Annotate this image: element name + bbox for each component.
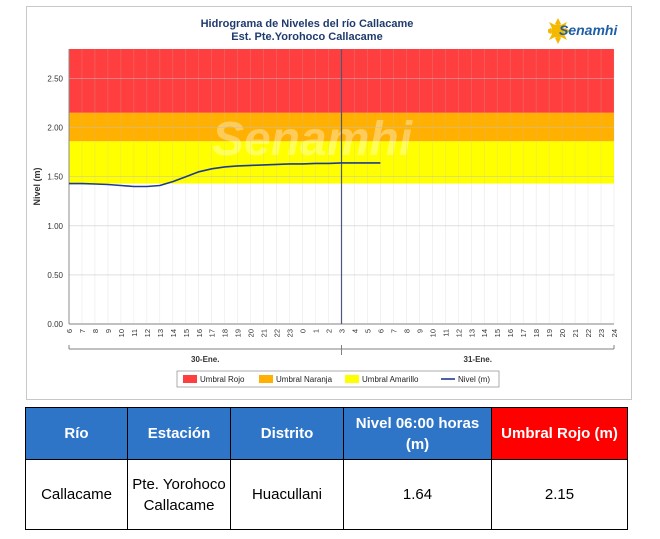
header-estacion: Estación	[127, 407, 231, 460]
x-tick-label: 12	[454, 329, 463, 337]
x-tick-label: 8	[91, 329, 100, 333]
x-tick-label: 17	[208, 329, 217, 337]
x-tick-label: 22	[584, 329, 593, 337]
chart-subtitle: Est. Pte.Yorohoco Callacame	[231, 31, 382, 43]
legend-swatch	[345, 375, 359, 383]
x-tick-label: 6	[376, 329, 385, 333]
x-tick-label: 5	[363, 329, 372, 333]
senamhi-logo	[545, 14, 618, 48]
x-tick-label: 2	[325, 329, 334, 333]
x-tick-label: 8	[402, 329, 411, 333]
x-tick-label: 7	[389, 329, 398, 333]
x-tick-label: 14	[169, 329, 178, 337]
x-tick-label: 24	[610, 329, 619, 337]
nivel-series-line	[69, 162, 381, 188]
cell-estacion: Pte. Yorohoco Callacame	[127, 459, 231, 530]
x-tick-label: 13	[467, 329, 476, 337]
x-tick-label: 15	[493, 329, 502, 337]
header-distrito: Distrito	[230, 407, 344, 460]
cell-umbral-rojo: 2.15	[491, 459, 628, 530]
legend-swatch	[259, 375, 273, 383]
x-tick-label: 20	[558, 329, 567, 337]
legend-label: Nivel (m)	[458, 375, 490, 384]
x-tick-label: 19	[545, 329, 554, 337]
legend-swatch	[183, 375, 197, 383]
x-tick-label: 23	[597, 329, 606, 337]
day-label-2: 31-Ene.	[464, 355, 492, 364]
x-tick-label: 9	[104, 329, 113, 333]
x-tick-label: 13	[156, 329, 165, 337]
x-tick-label: 9	[415, 329, 424, 333]
x-tick-label: 10	[117, 329, 126, 337]
x-tick-label: 6	[65, 329, 74, 333]
y-tick-label: 2.50	[47, 74, 63, 83]
y-tick-label: 0.00	[47, 320, 63, 329]
y-tick-label: 0.50	[47, 271, 63, 280]
x-tick-label: 1	[312, 329, 321, 333]
sun-logo-icon	[545, 18, 571, 44]
y-tick-label: 1.00	[47, 222, 63, 231]
chart-panel: Hidrograma de Niveles del río Callacame E…	[26, 6, 632, 400]
chart-title: Hidrograma de Niveles del río Callacame	[201, 18, 414, 30]
x-tick-label: 14	[480, 329, 489, 337]
y-tick-label: 2.00	[47, 124, 63, 133]
day-label-1: 30-Ene.	[191, 355, 219, 364]
table-header-row: Río Estación Distrito Nivel 06:00 horas …	[25, 407, 628, 460]
station-table: Río Estación Distrito Nivel 06:00 horas …	[25, 407, 628, 530]
x-tick-label: 4	[350, 329, 359, 333]
x-tick-label: 18	[221, 329, 230, 337]
x-tick-label: 10	[428, 329, 437, 337]
header-rio: Río	[25, 407, 128, 460]
x-tick-label: 16	[506, 329, 515, 337]
x-tick-label: 16	[195, 329, 204, 337]
legend-label: Umbral Naranja	[276, 375, 333, 384]
x-tick-label: 17	[519, 329, 528, 337]
x-tick-label: 21	[571, 329, 580, 337]
y-tick-label: 1.50	[47, 173, 63, 182]
legend-label: Umbral Amarillo	[362, 375, 419, 384]
hydrograph-chart: Hidrograma de Niveles del río CallacameE…	[32, 18, 619, 388]
legend-box	[176, 370, 500, 388]
x-tick-label: 23	[286, 329, 295, 337]
cell-distrito: Huacullani	[230, 459, 344, 530]
cell-nivel: 1.64	[343, 459, 492, 530]
x-tick-label: 3	[338, 329, 347, 333]
x-tick-label: 0	[299, 329, 308, 333]
x-tick-label: 18	[532, 329, 541, 337]
y-axis-title: Nivel (m)	[32, 167, 42, 205]
watermark-text: Senamhi	[212, 113, 414, 166]
x-tick-label: 20	[247, 329, 256, 337]
x-tick-label: 22	[273, 329, 282, 337]
header-nivel: Nivel 06:00 horas (m)	[343, 407, 492, 460]
table-row: Callacame Pte. Yorohoco Callacame Huacul…	[25, 459, 628, 530]
x-tick-label: 15	[182, 329, 191, 337]
logo-text: Senamhi	[559, 22, 618, 38]
x-tick-label: 12	[143, 329, 152, 337]
x-tick-label: 21	[260, 329, 269, 337]
cell-rio: Callacame	[25, 459, 128, 530]
legend-label: Umbral Rojo	[200, 375, 245, 384]
x-tick-label: 11	[441, 329, 450, 337]
x-tick-label: 19	[234, 329, 243, 337]
x-tick-label: 7	[78, 329, 87, 333]
x-tick-label: 11	[130, 329, 139, 337]
header-umbral-rojo: Umbral Rojo (m)	[491, 407, 628, 460]
